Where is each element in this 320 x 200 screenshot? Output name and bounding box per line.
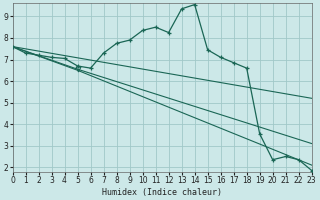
X-axis label: Humidex (Indice chaleur): Humidex (Indice chaleur) xyxy=(102,188,222,197)
